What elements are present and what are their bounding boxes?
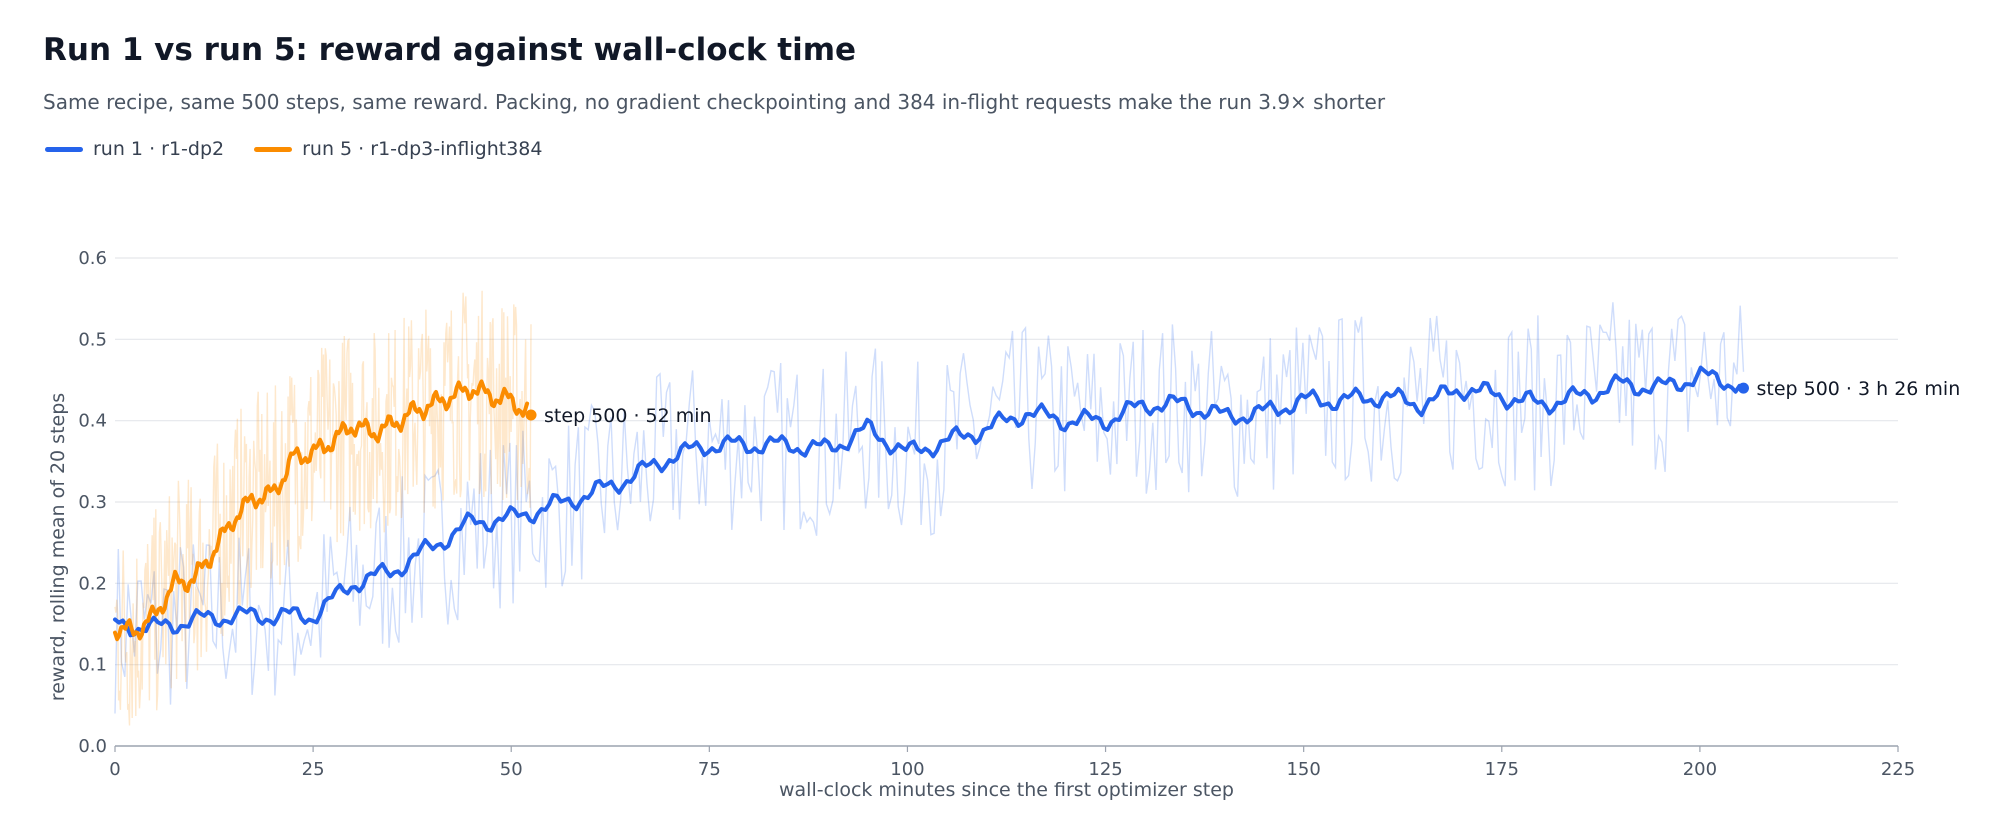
series-lines <box>113 365 1742 642</box>
legend-label-run-1: run 1 · r1-dp2 <box>93 138 225 160</box>
end-point-run-1 <box>1737 382 1749 394</box>
series-line-run-1 <box>113 365 1742 638</box>
x-axis-label: wall-clock minutes since the first optim… <box>779 779 1234 801</box>
x-tick-label: 150 <box>1286 759 1320 780</box>
end-label-run-1: step 500 · 3 h 26 min <box>1756 378 1960 400</box>
legend-swatch-run-1 <box>45 146 83 152</box>
x-tick-label: 100 <box>890 759 924 780</box>
y-tick-label: 0.6 <box>78 248 107 269</box>
y-tick-label: 0.4 <box>78 411 107 432</box>
x-tick-label: 75 <box>698 759 721 780</box>
chart-subtitle: Same recipe, same 500 steps, same reward… <box>43 90 1386 114</box>
x-tick-label: 125 <box>1088 759 1122 780</box>
legend-item-run-5: run 5 · r1-dp3-inflight384 <box>254 138 542 160</box>
x-tick-label: 225 <box>1881 759 1915 780</box>
chart-title: Run 1 vs run 5: reward against wall-cloc… <box>43 32 857 68</box>
y-tick-label: 0.2 <box>78 573 107 594</box>
axes: 0.0 0.1 0.2 0.3 0.4 0.5 0.6 0 25 50 75 100 125 150 175… <box>47 248 1915 801</box>
x-tick-label: 0 <box>109 759 120 780</box>
end-labels: step 500 · 3 h 26 min step 500 · 52 min <box>525 378 1960 427</box>
legend-label-run-5: run 5 · r1-dp3-inflight384 <box>302 138 543 160</box>
legend: run 1 · r1-dp2 run 5 · r1-dp3-inflight38… <box>45 138 572 160</box>
y-axis-label: reward, rolling mean of 20 steps <box>47 393 69 701</box>
end-label-run-5: step 500 · 52 min <box>544 405 712 427</box>
x-tick-label: 175 <box>1485 759 1519 780</box>
raw-reward-traces <box>114 290 1745 726</box>
y-tick-label: 0.3 <box>78 492 107 513</box>
legend-item-run-1: run 1 · r1-dp2 <box>45 138 224 160</box>
x-tick-label: 200 <box>1683 759 1717 780</box>
series-line-run-5 <box>113 379 530 642</box>
legend-swatch-run-5 <box>254 146 293 152</box>
y-tick-label: 0.5 <box>78 329 107 350</box>
raw-trace-run-1 <box>114 302 1745 714</box>
x-tick-label: 50 <box>500 759 523 780</box>
raw-trace-run-5 <box>114 290 532 726</box>
x-tick-label: 25 <box>302 759 325 780</box>
y-tick-label: 0.0 <box>78 736 107 757</box>
y-tick-label: 0.1 <box>78 655 107 676</box>
end-point-run-5 <box>525 409 537 421</box>
